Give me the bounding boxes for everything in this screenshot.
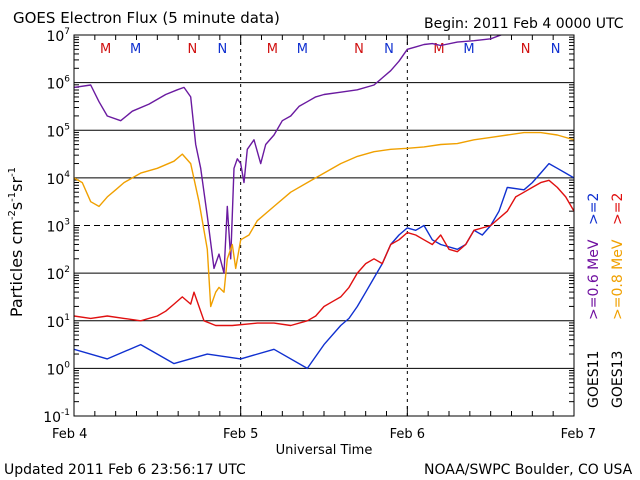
y-tick-label: 104 (46, 170, 70, 188)
x-tick-label: Feb 6 (390, 427, 425, 442)
y-tick-label: 103 (46, 218, 70, 236)
mn-marker: N (551, 42, 561, 57)
y-tick-base: 10 (46, 362, 64, 378)
y-tick-exp: 4 (64, 170, 70, 180)
x-tick-label: Feb 7 (561, 427, 596, 442)
y-axis-label-unit2: sr (7, 177, 26, 192)
updated-timestamp: Updated 2011 Feb 6 23:56:17 UTC (4, 462, 246, 478)
mn-marker: M (267, 42, 278, 57)
mn-marker: M (100, 42, 111, 57)
legend: GOES11 >=0.6 MeV >=2 GOES13 >=0.8 MeV >=2 (586, 193, 626, 408)
y-axis-label-exp3: -1 (7, 167, 18, 177)
y-tick-exp: 3 (64, 218, 70, 228)
y-tick-exp: 1 (64, 313, 70, 323)
gridlines (74, 35, 574, 416)
mn-marker: N (521, 42, 531, 57)
y-tick-base: 10 (46, 220, 64, 236)
x-axis: Feb 4 Feb 5 Feb 6 Feb 7 (52, 35, 596, 442)
x-tick-label: Feb 5 (223, 427, 258, 442)
y-tick-label: 105 (46, 122, 70, 140)
mn-marker: N (384, 42, 394, 57)
legend-item: >=2 (586, 193, 602, 225)
y-tick-label: 100 (46, 360, 70, 378)
mn-marker: M (463, 42, 474, 57)
x-tick-label: Feb 4 (52, 427, 87, 442)
y-tick-label: 102 (46, 265, 70, 283)
mn-marker: M (433, 42, 444, 57)
legend-item: >=0.6 MeV (586, 239, 602, 320)
y-tick-exp: 7 (64, 27, 70, 37)
y-tick-base: 10 (43, 410, 61, 426)
y-tick-base: 10 (46, 315, 64, 331)
y-axis-label: Particles cm-2s-1sr-1 (7, 167, 26, 317)
y-tick-exp: 5 (64, 122, 70, 132)
y-tick-exp: 6 (64, 75, 70, 85)
y-tick-base: 10 (46, 124, 64, 140)
series-line-2 (74, 162, 574, 370)
mn-marker: M (297, 42, 308, 57)
y-tick-label: 10-1 (43, 408, 70, 426)
mn-marker: N (354, 42, 364, 57)
plot-frame (73, 34, 575, 417)
series-line-0 (74, 35, 503, 274)
y-tick-base: 10 (46, 29, 64, 45)
y-tick-exp: 0 (64, 360, 70, 370)
legend-item: >=2 (610, 193, 626, 225)
x-axis-label: Universal Time (276, 443, 373, 458)
legend-item: >=0.8 MeV (610, 239, 626, 320)
y-tick-exp: -1 (61, 408, 70, 418)
source-credit: NOAA/SWPC Boulder, CO USA (424, 462, 633, 478)
y-axis-label-exp2: -1 (7, 192, 18, 202)
begin-time: Begin: 2011 Feb 4 0000 UTC (424, 16, 624, 32)
y-tick-label: 101 (46, 313, 70, 331)
y-axis-label-exp1: -2 (7, 210, 18, 220)
series-line-3 (74, 179, 574, 327)
y-axis-label-unit1: s (7, 202, 26, 210)
y-tick-exp: 2 (64, 265, 70, 275)
y-axis-label-base: Particles cm (7, 220, 26, 317)
y-tick-label: 106 (46, 75, 70, 93)
y-tick-base: 10 (46, 172, 64, 188)
legend-satellite: GOES13 (610, 351, 626, 408)
y-tick-base: 10 (46, 77, 64, 93)
chart-title: GOES Electron Flux (5 minute data) (13, 9, 280, 27)
mn-marker: M (130, 42, 141, 57)
y-tick-label: 107 (46, 27, 70, 45)
series-lines (74, 35, 574, 370)
mn-marker: N (187, 42, 197, 57)
y-tick-base: 10 (46, 267, 64, 283)
legend-satellite: GOES11 (586, 351, 602, 408)
series-line-1 (74, 131, 574, 308)
mn-marker: N (217, 42, 227, 57)
